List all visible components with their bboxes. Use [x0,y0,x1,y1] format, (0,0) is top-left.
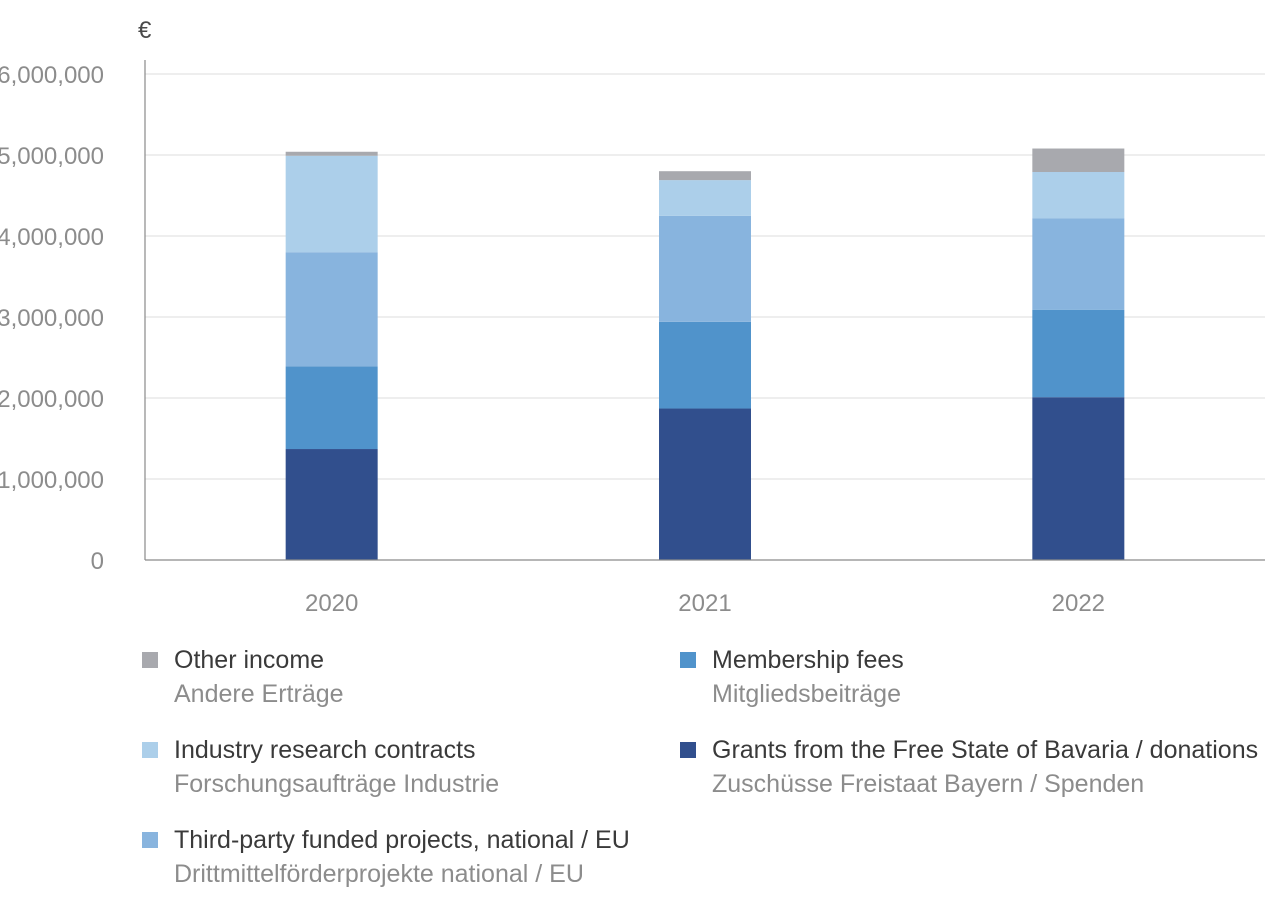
bar-segment [285,151,378,156]
x-tick-label: 2021 [678,590,731,617]
legend-swatch [142,832,158,848]
bar-segment [285,155,378,253]
legend-label-en: Third-party funded projects, national / … [174,826,630,854]
axes [144,60,1265,561]
y-tick-label: 4,000,000 [0,224,104,251]
y-tick-label: 0 [91,548,104,575]
bar-segment [659,215,751,322]
y-tick-label: 2,000,000 [0,386,104,413]
stacked-bar-chart: 0 1,000,000 2,000,000 3,000,000 4,000,000 5,0… [0,17,1265,617]
bar-segment [1032,309,1125,398]
bar-segment [1032,218,1125,310]
x-tick-label: 2020 [305,590,358,617]
y-axis-unit: € [138,17,152,44]
y-tick-label: 6,000,000 [0,62,104,89]
bar-segment [1032,148,1125,173]
y-tick-label: 3,000,000 [0,305,104,332]
bar-segment [285,449,378,560]
y-tick-label: 1,000,000 [0,467,104,494]
legend-swatch [680,742,696,758]
bar-segment [659,171,751,181]
bar-segment [1032,172,1125,219]
x-tick-label: 2022 [1052,590,1105,617]
legend-label-de: Drittmittelförderprojekte national / EU [174,860,584,888]
legend-swatch [142,652,158,668]
y-tick-labels: 0 1,000,000 2,000,000 3,000,000 4,000,000 5,0… [0,62,104,575]
x-tick-labels: 2020 2021 2022 [305,590,1105,617]
legend-label-de: Andere Erträge [174,680,344,708]
legend-label-en: Industry research contracts [174,736,476,764]
legend-label-en: Grants from the Free State of Bavaria / … [712,736,1259,764]
legend-label-en: Membership fees [712,646,904,674]
bar-segment [659,180,751,216]
legend-label-de: Forschungsaufträge Industrie [174,770,500,798]
bar-segment [285,252,378,367]
y-tick-label: 5,000,000 [0,143,104,170]
legend-label-en: Other income [174,646,325,674]
legend-label-de: Zuschüsse Freistaat Bayern / Spenden [712,770,1145,798]
bars [285,148,1125,560]
bar-segment [285,366,378,450]
legend-swatch [142,742,158,758]
bar-segment [659,321,751,409]
bar-segment [1032,397,1125,560]
bar-segment [659,408,751,560]
legend-label-de: Mitgliedsbeiträge [712,680,901,708]
legend-swatch [680,652,696,668]
